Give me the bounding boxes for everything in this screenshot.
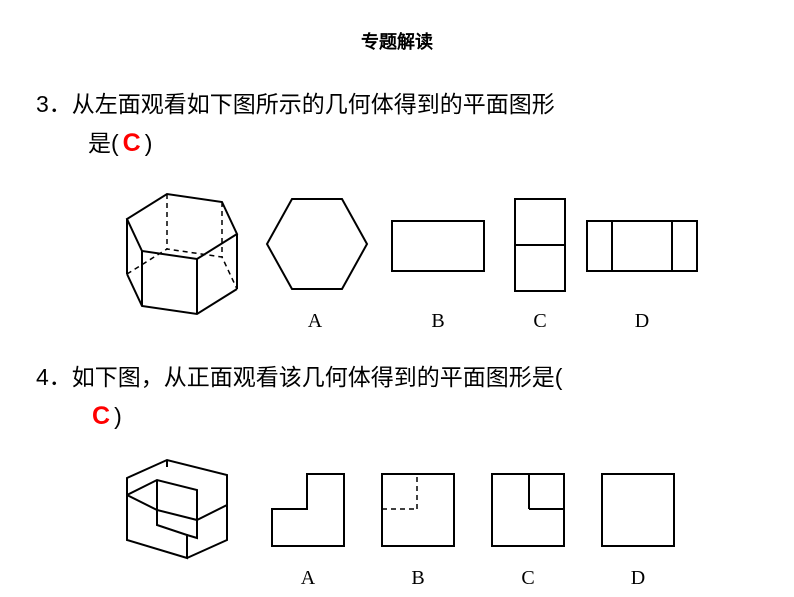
q4-figures: A B C D xyxy=(0,452,794,597)
q4-line1-text: 如下图，从正面观看该几何体得到的平面图形是( xyxy=(72,364,563,390)
q3-label-b: B xyxy=(431,310,444,332)
q3-line1: 3．从左面观看如下图所示的几何体得到的平面图形 xyxy=(36,86,758,123)
q4-option-c xyxy=(492,474,564,546)
q4-line1: 4．如下图，从正面观看该几何体得到的平面图形是( xyxy=(36,359,758,396)
q3-figures: A B C D xyxy=(0,179,794,339)
q3-label-d: D xyxy=(635,310,649,332)
q3-line2-post: ) xyxy=(145,130,153,156)
q4-option-b xyxy=(382,474,454,546)
q4-label-b: B xyxy=(411,567,424,589)
q4-option-a xyxy=(272,474,344,546)
q4-line2-post: ) xyxy=(114,403,122,429)
q4-svg: A B C D xyxy=(77,452,717,597)
hex-prism-3d xyxy=(127,194,237,314)
q3-label-a: A xyxy=(308,310,323,332)
q4-answer: C xyxy=(88,402,114,430)
q3-line2-pre: 是( xyxy=(88,130,119,156)
q3-number: 3 xyxy=(36,91,49,117)
question-4: 4．如下图，从正面观看该几何体得到的平面图形是( C) xyxy=(0,359,794,436)
q3-option-b xyxy=(392,221,484,271)
q3-line2: 是(C) xyxy=(36,123,758,163)
page-title: 专题解读 xyxy=(0,28,794,54)
q3-option-d xyxy=(587,221,697,271)
q3-option-a xyxy=(267,199,367,289)
q4-sep: ． xyxy=(49,364,72,390)
q4-label-d: D xyxy=(631,567,645,589)
q4-label-a: A xyxy=(301,567,316,589)
q3-svg: A B C D xyxy=(87,179,707,339)
q4-line2: C) xyxy=(36,396,758,436)
q3-line1-text: 从左面观看如下图所示的几何体得到的平面图形 xyxy=(72,91,555,117)
notched-solid-3d xyxy=(127,460,227,558)
q3-answer: C xyxy=(119,129,145,157)
q4-label-c: C xyxy=(521,567,534,589)
q3-sep: ． xyxy=(49,91,72,117)
q3-option-c xyxy=(515,199,565,291)
question-3: 3．从左面观看如下图所示的几何体得到的平面图形 是(C) xyxy=(0,86,794,163)
q4-option-d xyxy=(602,474,674,546)
q3-label-c: C xyxy=(533,310,546,332)
q4-number: 4 xyxy=(36,364,49,390)
